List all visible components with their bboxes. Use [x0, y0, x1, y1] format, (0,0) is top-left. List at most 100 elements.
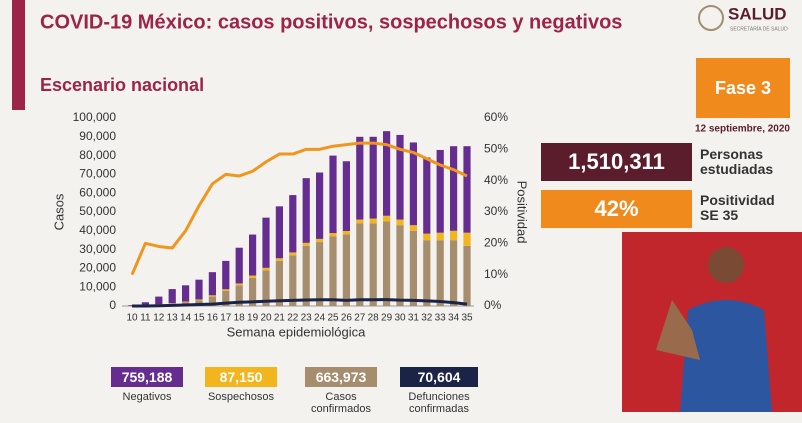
x-tick-label: 18 [234, 313, 246, 324]
y-tick-label: 20,000 [79, 261, 116, 275]
bar [316, 242, 324, 306]
bar [409, 230, 417, 306]
bar [409, 142, 417, 226]
bar [302, 178, 310, 243]
x-tick-label: 16 [207, 313, 219, 324]
bar [249, 234, 257, 276]
bar [275, 206, 283, 259]
summary-value: 70,604 [400, 367, 478, 387]
brand-sub: SECRETARÍA DE SALUD [730, 25, 788, 32]
bar [208, 295, 216, 297]
x-tick-label: 15 [193, 313, 205, 324]
x-tick-label: 17 [220, 313, 232, 324]
x-tick-label: 34 [448, 313, 460, 324]
x-tick-label: 24 [314, 313, 326, 324]
bar [249, 277, 257, 306]
y-tick-label: 80,000 [79, 148, 116, 162]
bar [235, 283, 243, 286]
x-tick-label: 32 [421, 313, 433, 324]
bar [436, 240, 444, 306]
x-tick-label: 13 [167, 313, 179, 324]
bar [342, 234, 350, 306]
bar [356, 136, 364, 220]
x-tick-label: 22 [287, 313, 299, 324]
bar [356, 223, 364, 306]
x-tick-label: 20 [260, 313, 272, 324]
bar [168, 289, 176, 304]
positivity-box: 42% [541, 190, 692, 228]
bar [356, 219, 364, 224]
interpreter-body [680, 300, 772, 412]
bar [289, 255, 297, 306]
summary-value: 759,188 [111, 367, 183, 387]
bar [195, 299, 203, 301]
bar [262, 270, 270, 306]
bar [182, 301, 190, 303]
bar [275, 258, 283, 261]
bar [342, 230, 350, 235]
y-tick-label: 0 [109, 298, 116, 312]
bar [155, 296, 163, 305]
positivity-label: Positividad SE 35 [700, 192, 775, 223]
y2-tick-label: 40% [484, 173, 508, 187]
title: COVID-19 México: casos positivos, sospec… [40, 11, 622, 33]
bar [235, 285, 243, 306]
bar [342, 161, 350, 231]
bar [208, 296, 216, 306]
summary-label: Sospechosos [207, 391, 275, 403]
x-tick-label: 23 [301, 313, 313, 324]
bar [423, 240, 431, 306]
summary-value: 87,150 [205, 367, 277, 387]
x-tick-label: 30 [394, 313, 406, 324]
bar [262, 267, 270, 271]
y2-tick-label: 10% [484, 267, 508, 281]
subtitle: Escenario nacional [40, 75, 204, 95]
bar [423, 157, 431, 234]
y-tick-label: 100,000 [73, 110, 117, 124]
emblem [698, 5, 724, 31]
bar [168, 303, 176, 304]
bar [436, 149, 444, 233]
y2-tick-label: 50% [484, 142, 508, 156]
bar [249, 275, 257, 278]
brand: SALUD [728, 4, 787, 23]
date: 12 septiembre, 2020 [695, 124, 790, 135]
bar [383, 221, 391, 306]
x-tick-label: 31 [408, 313, 420, 324]
bar [369, 136, 377, 219]
bar [222, 290, 230, 306]
bar [329, 155, 337, 234]
bar [436, 232, 444, 241]
bar [289, 195, 297, 253]
line [130, 141, 468, 276]
summary-label: Defunciones confirmadas [408, 391, 470, 415]
phase-box: Fase 3 [696, 58, 790, 118]
bar [383, 215, 391, 222]
bar [222, 260, 230, 290]
bar [450, 230, 458, 241]
x-tick-label: 11 [140, 313, 151, 324]
interpreter-hands [656, 300, 700, 360]
x-tick-label: 33 [435, 313, 447, 324]
bar [316, 238, 324, 243]
bar [396, 225, 404, 306]
x-tick-label: 29 [381, 313, 393, 324]
bar [450, 240, 458, 306]
bar [262, 217, 270, 268]
x-tick-label: 14 [180, 313, 192, 324]
bar [423, 233, 431, 241]
bar [396, 219, 404, 226]
bar [369, 218, 377, 224]
bar [289, 252, 297, 256]
y2-tick-label: 0% [484, 298, 502, 312]
bar [383, 131, 391, 216]
x-tick-label: 21 [274, 313, 286, 324]
x-tick-label: 26 [341, 313, 353, 324]
x-axis-label: Semana epidemiológica [227, 324, 367, 339]
bar [208, 272, 216, 296]
bar [463, 245, 471, 306]
bar [141, 302, 149, 306]
bar [329, 236, 337, 306]
y-tick-label: 30,000 [79, 242, 116, 256]
